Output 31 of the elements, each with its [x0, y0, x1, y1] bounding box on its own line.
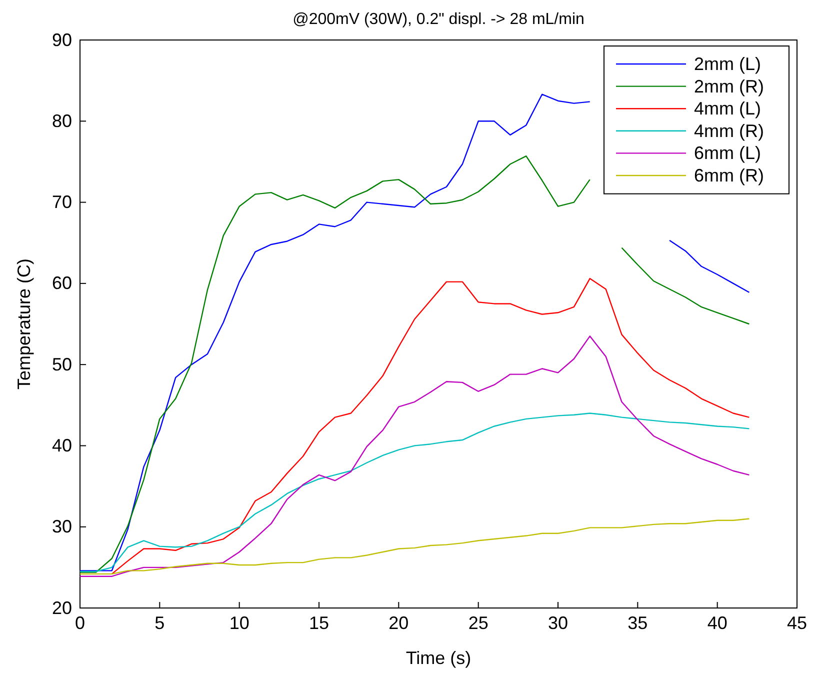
x-tick-label: 10 — [229, 612, 250, 633]
y-axis-title: Temperature (C) — [14, 258, 34, 390]
x-axis-title: Time (s) — [406, 648, 472, 668]
y-tick-label: 90 — [52, 30, 72, 50]
x-tick-label: 45 — [786, 612, 808, 633]
y-tick-label: 50 — [52, 354, 72, 374]
y-tick-label: 70 — [52, 192, 72, 212]
legend-label: 2mm (L) — [694, 54, 761, 74]
x-tick-label: 5 — [154, 612, 165, 633]
y-tick-label: 60 — [52, 273, 72, 294]
line-series — [111, 278, 750, 575]
y-tick-label: 20 — [52, 598, 72, 618]
legend-label: 6mm (L) — [694, 143, 761, 164]
line-series — [79, 412, 750, 572]
legend-label: 6mm (R) — [694, 166, 764, 186]
x-tick-label: 0 — [74, 612, 86, 633]
x-tick-label: 30 — [548, 612, 568, 633]
y-tick-label: 80 — [52, 110, 72, 131]
legend-label: 4mm (L) — [694, 98, 761, 119]
y-tick-label: 30 — [52, 516, 72, 537]
line-series — [79, 518, 750, 575]
legend-label: 2mm (R) — [694, 76, 764, 96]
x-tick-label: 40 — [707, 612, 728, 633]
chart-title: @200mV (30W), 0.2" displ. -> 28 mL/min — [292, 11, 584, 28]
y-tick-label: 40 — [52, 435, 72, 456]
legend-label: 4mm (R) — [694, 120, 764, 141]
x-tick-label: 15 — [308, 612, 330, 633]
x-tick-label: 35 — [628, 612, 648, 633]
x-tick-label: 20 — [388, 612, 409, 633]
x-tick-label: 25 — [468, 612, 488, 633]
line-series — [79, 336, 750, 577]
